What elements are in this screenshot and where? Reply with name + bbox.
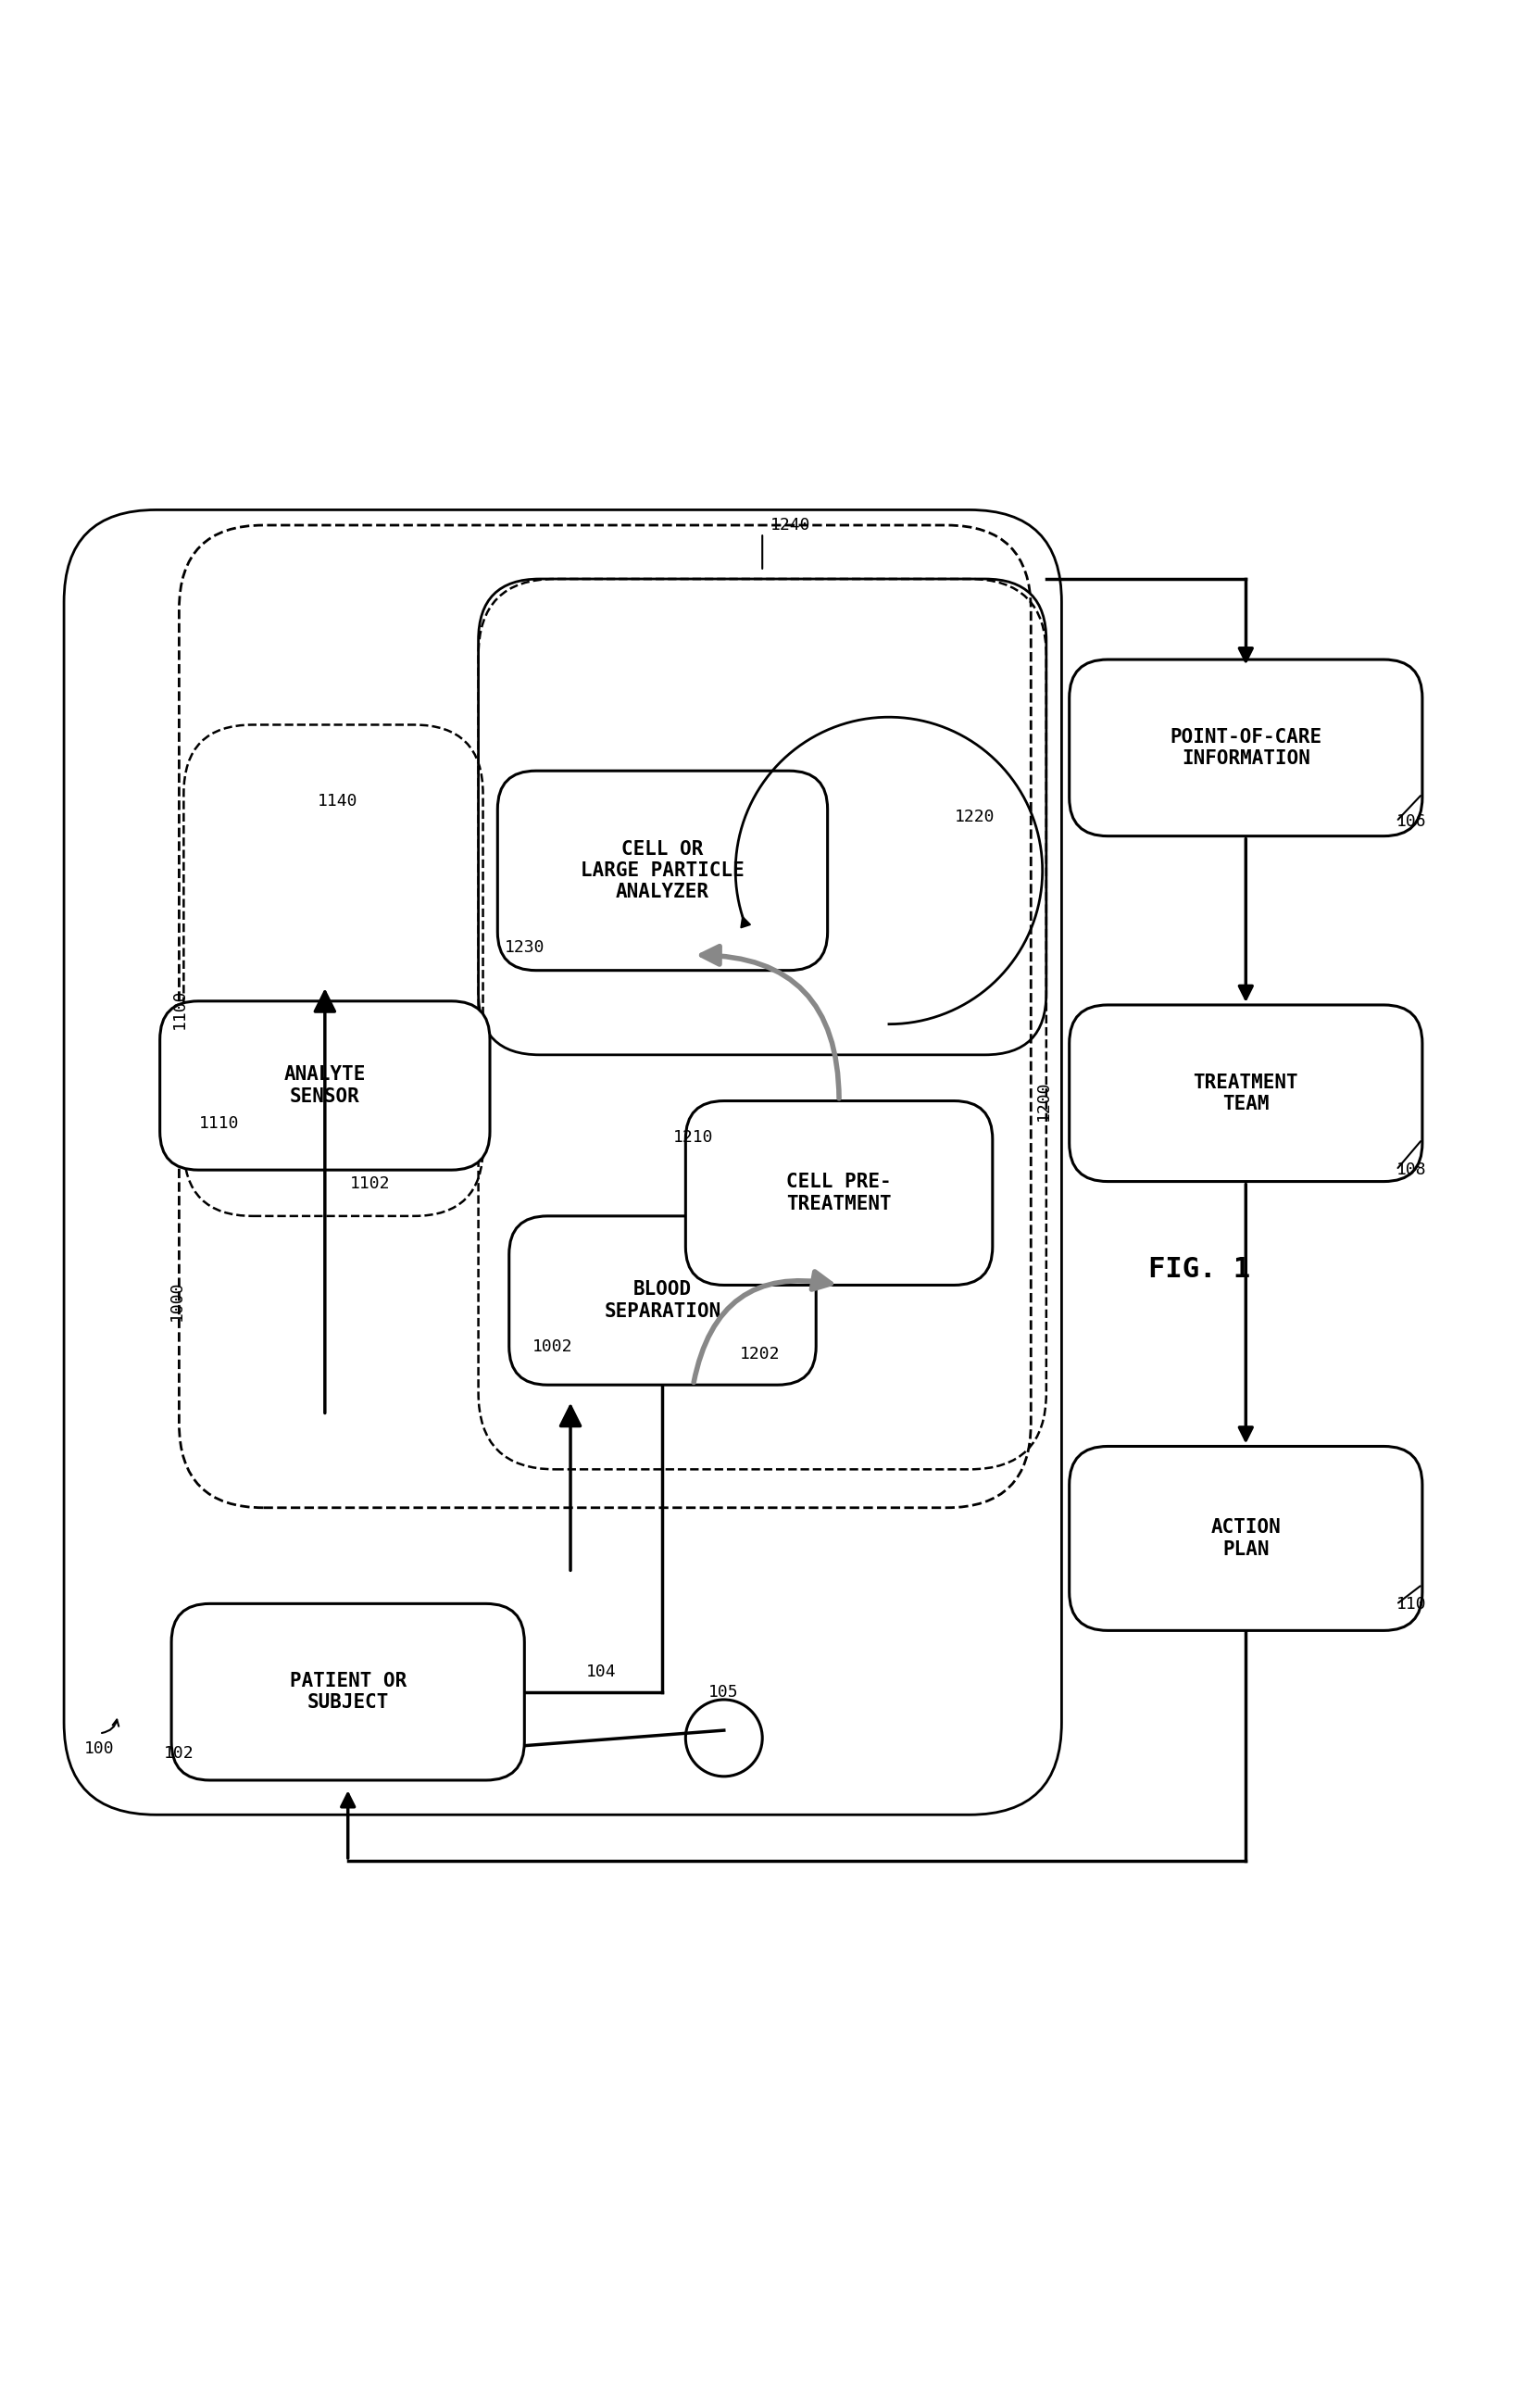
- Text: 1110: 1110: [199, 1117, 239, 1133]
- Text: 1100: 1100: [171, 988, 188, 1028]
- Text: BLOOD
SEPARATION: BLOOD SEPARATION: [604, 1281, 721, 1319]
- FancyBboxPatch shape: [497, 771, 827, 971]
- FancyBboxPatch shape: [171, 1603, 525, 1780]
- FancyBboxPatch shape: [1069, 1005, 1423, 1181]
- Text: CELL OR
LARGE PARTICLE
ANALYZER: CELL OR LARGE PARTICLE ANALYZER: [581, 840, 744, 902]
- Text: 1002: 1002: [533, 1339, 573, 1355]
- Text: 1102: 1102: [350, 1176, 390, 1193]
- Text: TREATMENT
TEAM: TREATMENT TEAM: [1194, 1074, 1298, 1114]
- Text: 1000: 1000: [168, 1281, 185, 1319]
- Text: POINT-OF-CARE
INFORMATION: POINT-OF-CARE INFORMATION: [1170, 728, 1321, 768]
- Text: 106: 106: [1397, 814, 1426, 830]
- Text: 1140: 1140: [317, 792, 357, 809]
- Text: 1220: 1220: [955, 809, 995, 826]
- Text: 102: 102: [163, 1744, 194, 1761]
- Text: 104: 104: [585, 1663, 616, 1680]
- Text: 1200: 1200: [1035, 1081, 1052, 1121]
- Text: 1210: 1210: [673, 1129, 713, 1145]
- Text: 100: 100: [83, 1739, 114, 1756]
- Text: 105: 105: [708, 1685, 739, 1701]
- Text: PATIENT OR
SUBJECT: PATIENT OR SUBJECT: [290, 1673, 407, 1711]
- FancyBboxPatch shape: [685, 1100, 993, 1286]
- FancyBboxPatch shape: [1069, 1446, 1423, 1630]
- Text: ANALYTE
SENSOR: ANALYTE SENSOR: [283, 1067, 367, 1105]
- Text: 1202: 1202: [739, 1346, 779, 1362]
- Text: CELL PRE-
TREATMENT: CELL PRE- TREATMENT: [787, 1174, 892, 1212]
- FancyBboxPatch shape: [1069, 659, 1423, 835]
- Text: 110: 110: [1397, 1596, 1426, 1613]
- Text: ACTION
PLAN: ACTION PLAN: [1210, 1517, 1281, 1558]
- Text: FIG. 1: FIG. 1: [1149, 1257, 1250, 1284]
- Text: 1240: 1240: [770, 518, 810, 534]
- Text: 1230: 1230: [505, 940, 545, 957]
- FancyBboxPatch shape: [160, 1002, 490, 1169]
- FancyBboxPatch shape: [510, 1217, 816, 1384]
- Text: 108: 108: [1397, 1162, 1426, 1179]
